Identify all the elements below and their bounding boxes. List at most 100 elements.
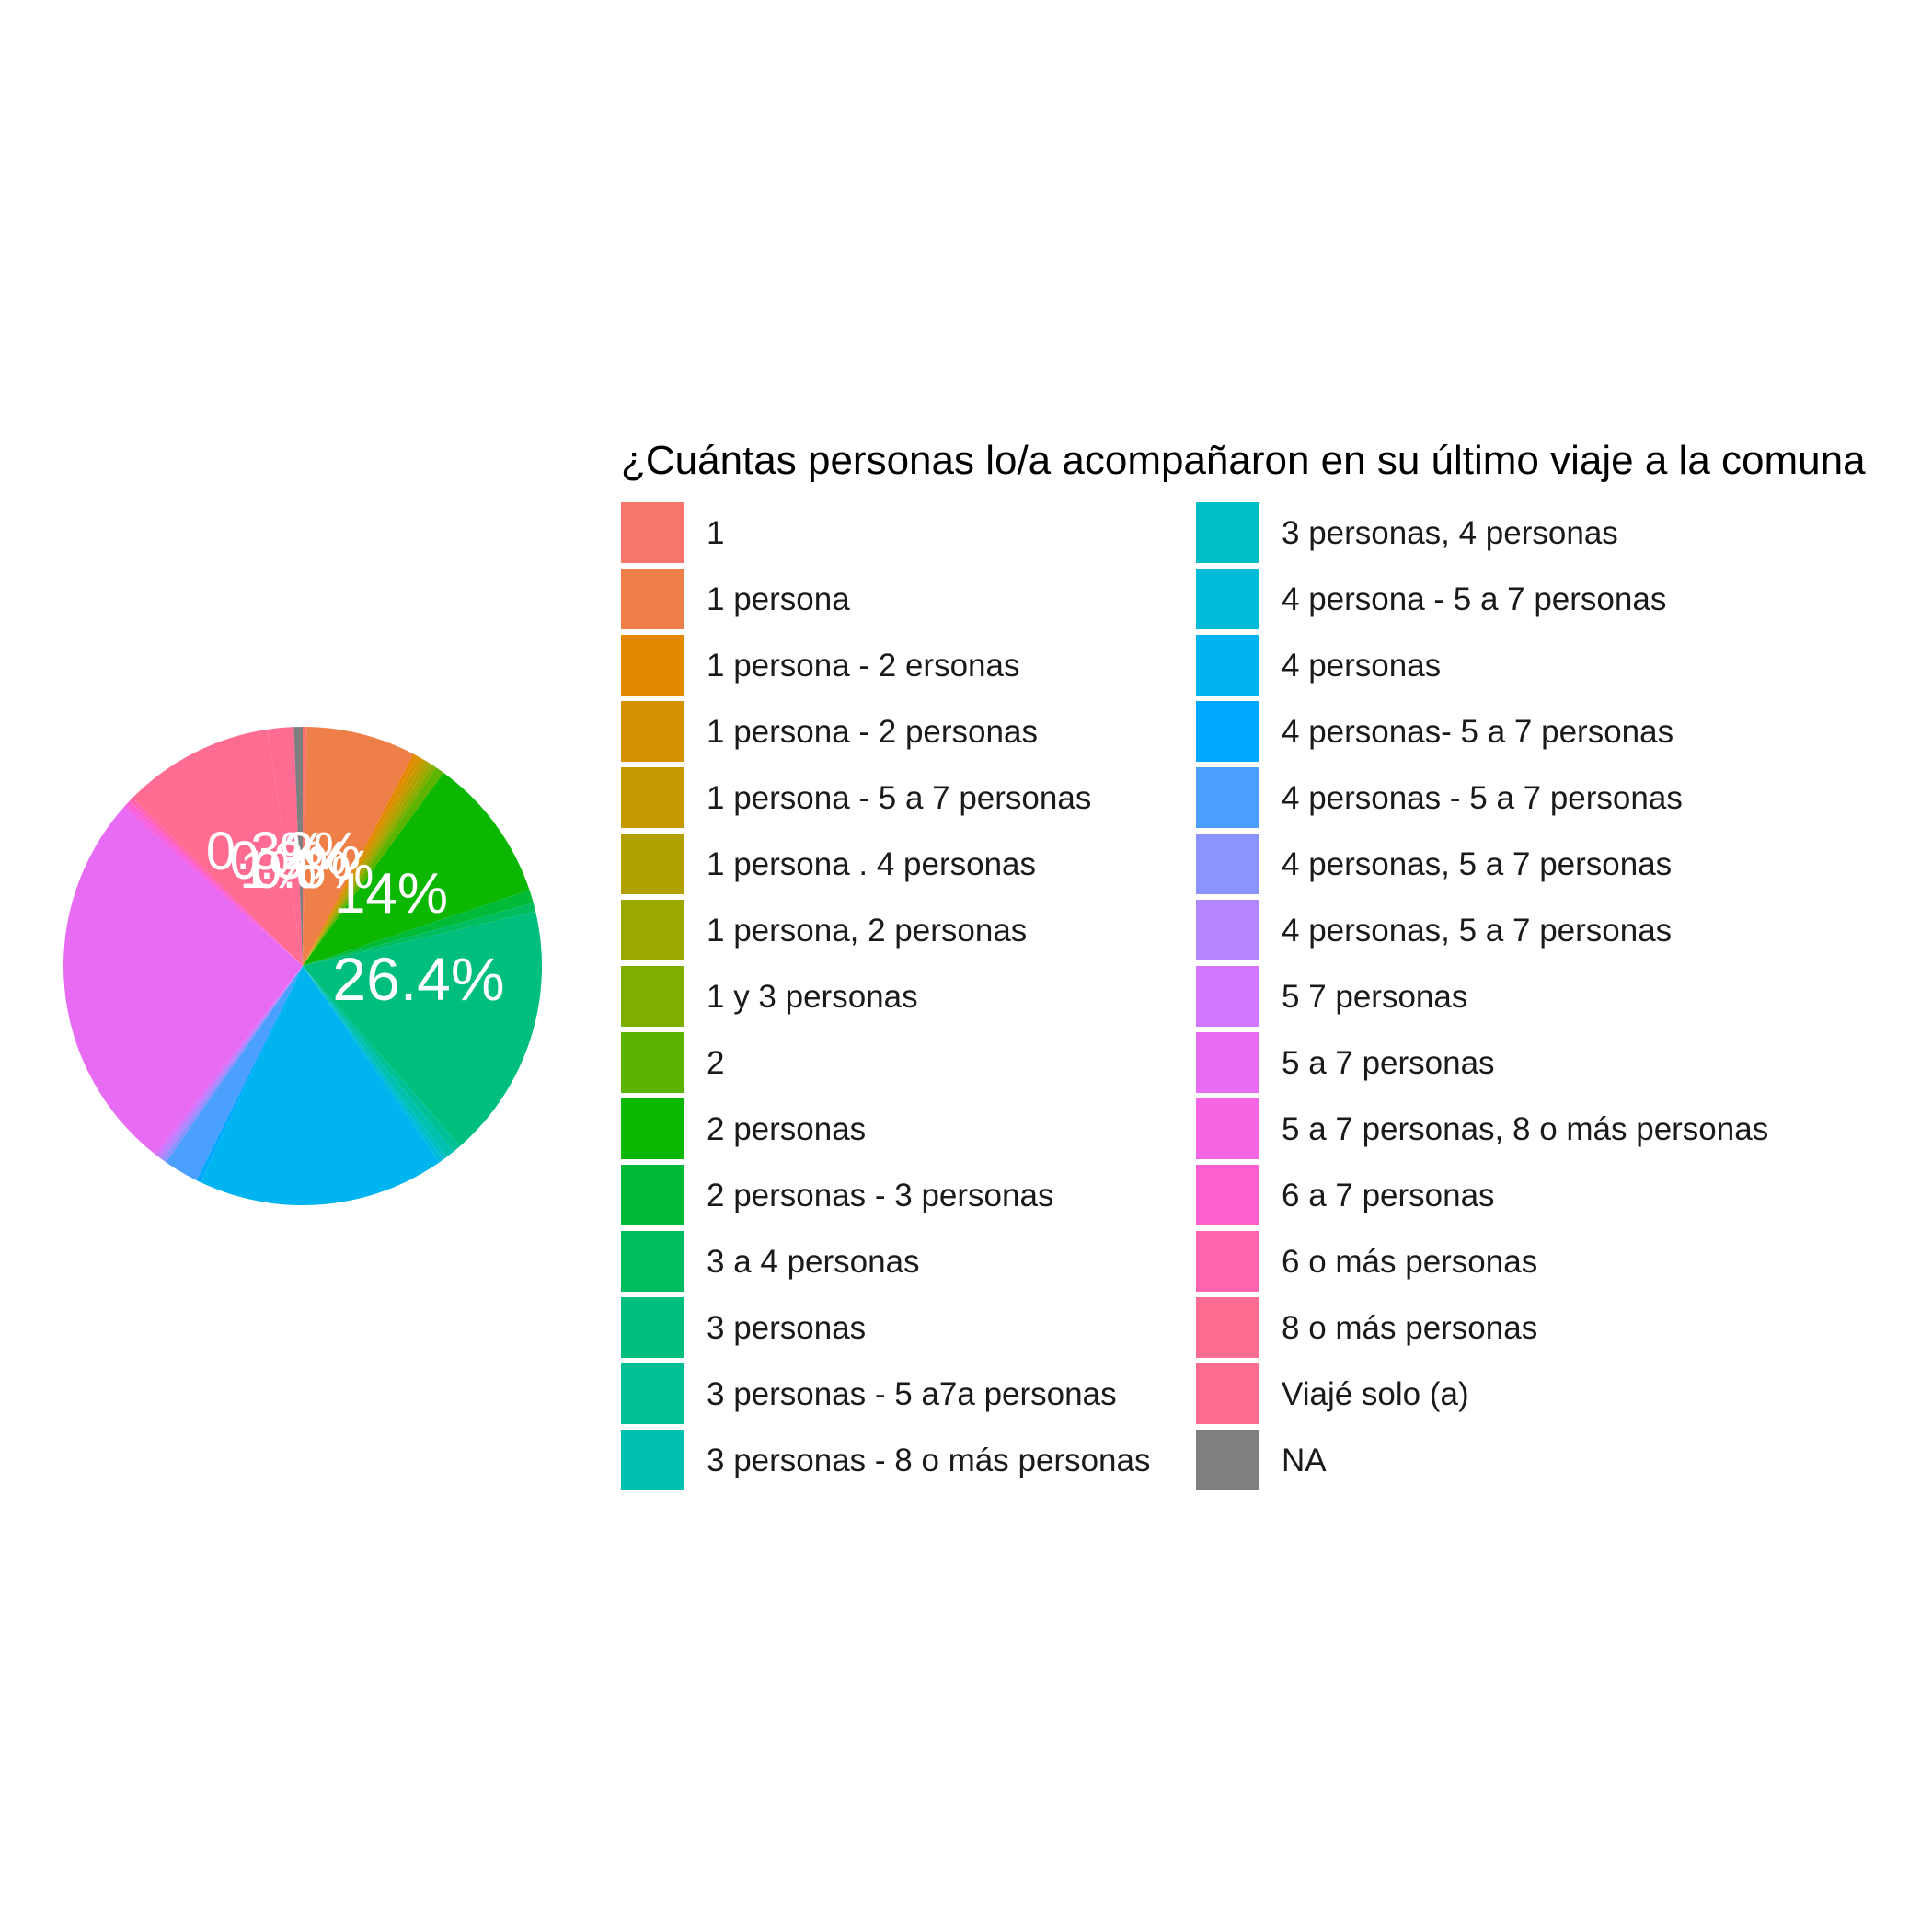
- pie-slice-6: [303, 763, 433, 966]
- legend-item: 1: [621, 502, 724, 563]
- legend-item: 1 persona - 2 ersonas: [621, 635, 1019, 696]
- pie-slice-19: [166, 966, 303, 1180]
- legend-label: 1 persona, 2 personas: [707, 913, 1027, 949]
- legend-swatch: [621, 1297, 684, 1358]
- pie-slice-5: [303, 760, 430, 966]
- legend-label: 4 personas: [1282, 648, 1441, 684]
- legend-label: 4 personas, 5 a 7 personas: [1282, 846, 1672, 882]
- legend-swatch: [1196, 834, 1259, 894]
- legend-label: 3 personas, 4 personas: [1282, 515, 1618, 551]
- legend-swatch: [1196, 1098, 1259, 1159]
- legend-item: 5 7 personas: [1196, 966, 1467, 1027]
- legend-swatch: [1196, 569, 1259, 629]
- legend-item: 4 personas- 5 a 7 personas: [1196, 701, 1673, 762]
- pie-slice-16: [303, 966, 443, 1163]
- legend-swatch: [1196, 502, 1259, 563]
- pie-slice-24: [123, 804, 303, 966]
- legend-swatch: [1196, 1032, 1259, 1093]
- legend-label: 8 o más personas: [1282, 1310, 1537, 1346]
- pie-data-label-3: 2%: [283, 822, 361, 881]
- pie-slice-2: [303, 753, 418, 966]
- pie-slice-14: [303, 966, 454, 1157]
- pie-slice-27: [132, 729, 303, 966]
- legend-item: 6 o más personas: [1196, 1231, 1537, 1292]
- legend-item: 3 personas - 8 o más personas: [621, 1430, 1150, 1490]
- legend-label: 3 personas: [707, 1310, 866, 1346]
- legend-item: 2 personas - 3 personas: [621, 1165, 1053, 1225]
- legend-item: 3 a 4 personas: [621, 1231, 920, 1292]
- legend-item: 1 persona, 2 personas: [621, 900, 1027, 960]
- legend-label: 6 a 7 personas: [1282, 1178, 1495, 1213]
- pie-slice-20: [162, 966, 303, 1163]
- legend-label: 1 y 3 personas: [707, 979, 918, 1015]
- legend-label: 5 7 personas: [1282, 979, 1467, 1015]
- legend-item: 4 personas, 5 a 7 personas: [1196, 900, 1672, 960]
- legend-label: 3 personas - 5 a7a personas: [707, 1376, 1117, 1412]
- pie-slice-17: [200, 966, 440, 1205]
- legend-swatch: [1196, 1231, 1259, 1292]
- legend-swatch: [621, 1363, 684, 1424]
- legend-label: 1 persona . 4 personas: [707, 846, 1036, 882]
- legend-swatch: [621, 1430, 684, 1490]
- legend-label: Viajé solo (a): [1282, 1376, 1469, 1412]
- legend-swatch: [621, 1032, 684, 1093]
- pie-slice-15: [303, 966, 447, 1160]
- pie-slices: [63, 726, 543, 1205]
- legend-item: 4 persona - 5 a 7 personas: [1196, 569, 1666, 629]
- legend-swatch: [1196, 1297, 1259, 1358]
- pie-data-labels: 26.4% 14% 1%2%0.3%0.6%0.3%: [206, 822, 505, 1013]
- legend-item: 1 persona . 4 personas: [621, 834, 1036, 894]
- pie-slice-21: [158, 966, 303, 1160]
- legend-item: 3 personas: [621, 1297, 866, 1358]
- legend-item: Viajé solo (a): [1196, 1363, 1469, 1424]
- legend-item: NA: [1196, 1430, 1327, 1490]
- pie-data-label-0: 26.4%: [332, 945, 504, 1013]
- pie-slice-4: [303, 758, 426, 966]
- pie-data-label-6: 0.3%: [206, 822, 328, 881]
- pie-slice-9: [303, 772, 530, 966]
- legend-swatch: [621, 502, 684, 563]
- pie-slice-12: [303, 911, 543, 1146]
- legend-item: 5 a 7 personas: [1196, 1032, 1495, 1093]
- legend-item: 8 o más personas: [1196, 1297, 1537, 1358]
- legend-item: 4 personas, 5 a 7 personas: [1196, 834, 1672, 894]
- legend-item: 1 persona - 5 a 7 personas: [621, 767, 1091, 828]
- legend-swatch: [621, 767, 684, 828]
- legend-swatch: [621, 635, 684, 696]
- legend-swatch: [1196, 1430, 1259, 1490]
- legend-label: NA: [1282, 1443, 1327, 1478]
- pie-data-label-4: 0.3%: [230, 831, 351, 891]
- legend-swatch: [1196, 767, 1259, 828]
- legend-item: 1 persona - 2 personas: [621, 701, 1038, 762]
- legend-item: 2 personas: [621, 1098, 866, 1159]
- pie-slice-13: [303, 966, 461, 1152]
- legend-swatch: [1196, 966, 1259, 1027]
- legend-label: 3 a 4 personas: [707, 1244, 920, 1280]
- legend-label: 1: [707, 515, 724, 551]
- legend-swatch: [1196, 900, 1259, 960]
- legend-item: 3 personas, 4 personas: [1196, 502, 1618, 563]
- legend-label: 1 persona - 2 ersonas: [707, 648, 1019, 684]
- legend-swatch: [621, 1231, 684, 1292]
- legend-swatch: [621, 569, 684, 629]
- legend-label: 5 a 7 personas, 8 o más personas: [1282, 1111, 1768, 1147]
- legend-swatch: [621, 1098, 684, 1159]
- legend-swatch: [621, 701, 684, 762]
- legend-swatch: [1196, 1363, 1259, 1424]
- pie-slice-18: [196, 966, 303, 1183]
- legend-label: 2 personas: [707, 1111, 866, 1147]
- pie-slice-26: [129, 798, 303, 966]
- legend-label: 2: [707, 1045, 724, 1081]
- legend-label: 1 persona: [707, 581, 850, 617]
- legend-swatch: [621, 900, 684, 960]
- pie-slice-7: [303, 765, 437, 966]
- pie-slice-29: [293, 727, 303, 966]
- legend-item: 4 personas: [1196, 635, 1441, 696]
- legend-swatch: [621, 1165, 684, 1225]
- pie-data-label-5: 0.6%: [252, 840, 374, 900]
- pie-slice-11: [303, 903, 536, 966]
- legend-item: 1 y 3 personas: [621, 966, 918, 1027]
- legend-item: 1 persona: [621, 569, 850, 629]
- legend-label: 1 persona - 5 a 7 personas: [707, 780, 1091, 816]
- pie-slice-25: [126, 800, 303, 966]
